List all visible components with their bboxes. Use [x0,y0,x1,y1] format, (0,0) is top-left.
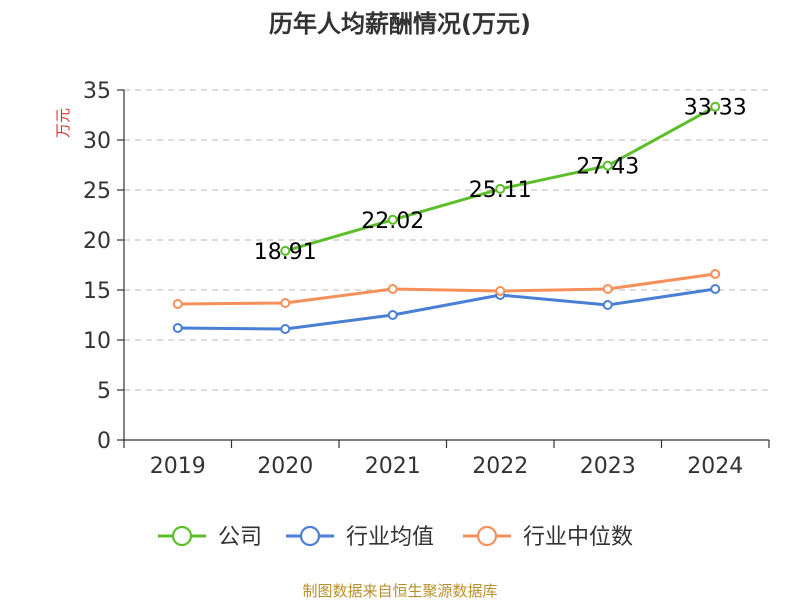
data-label: 27.43 [576,155,639,180]
data-label: 22.02 [361,209,424,234]
y-tick-label: 15 [83,279,111,304]
legend-item[interactable]: 行业中位数 [463,525,633,550]
grid-lines [124,89,769,391]
legend-label: 行业中位数 [523,525,633,550]
data-point [280,245,291,256]
legend-item[interactable]: 行业均值 [286,525,434,550]
legend[interactable]: 公司 行业均值 行业中位数 [158,525,633,550]
legend-marker [171,525,193,547]
source-note: 制图数据来自恒生聚源数据库 [302,582,497,600]
x-tick-label: 2020 [257,454,313,479]
data-point [280,298,291,308]
y-axis-label: 万元 [54,108,72,138]
series-0 [280,101,721,256]
data-point [280,324,291,334]
y-tick-label: 5 [97,379,111,404]
axes: 0 5 10 15 20 25 30 35 2019 2020 2021 2022 2023 2024 [83,79,770,479]
data-point [602,160,613,171]
data-point [387,310,398,320]
legend-item[interactable]: 公司 [158,525,262,550]
series-1 [172,284,721,334]
data-point [172,323,183,333]
series-line [177,272,716,306]
x-tick-label: 2021 [365,454,421,479]
y-tick-label: 35 [83,79,111,104]
data-point [710,101,721,112]
data-point [172,299,183,309]
y-tick-label: 30 [83,129,111,154]
legend-label: 行业均值 [346,525,434,550]
series-line [177,287,716,331]
data-label: 25.11 [469,178,532,203]
data-point [710,269,721,279]
legend-marker [476,525,498,547]
legend-marker [299,525,321,547]
x-tick-label: 2022 [472,454,528,479]
x-tick-label: 2024 [687,454,743,479]
data-point [602,300,613,310]
data-label: 18.91 [254,240,317,265]
series-2 [172,269,721,309]
x-tick-label: 2023 [580,454,636,479]
data-label: 33.33 [684,96,747,121]
data-point [710,284,721,294]
data-point [387,214,398,225]
y-tick-label: 0 [97,429,111,454]
data-point [387,284,398,294]
y-tick-label: 20 [83,229,111,254]
data-point [495,286,506,296]
y-tick-label: 25 [83,179,111,204]
data-point [495,183,506,194]
chart-title: 历年人均薪酬情况(万元) [269,10,531,38]
data-point [602,284,613,294]
y-tick-label: 10 [83,329,111,354]
x-tick-label: 2019 [150,454,206,479]
series-group: 18.91 22.02 25.11 27.43 33.33 [172,96,747,334]
legend-label: 公司 [218,525,262,550]
